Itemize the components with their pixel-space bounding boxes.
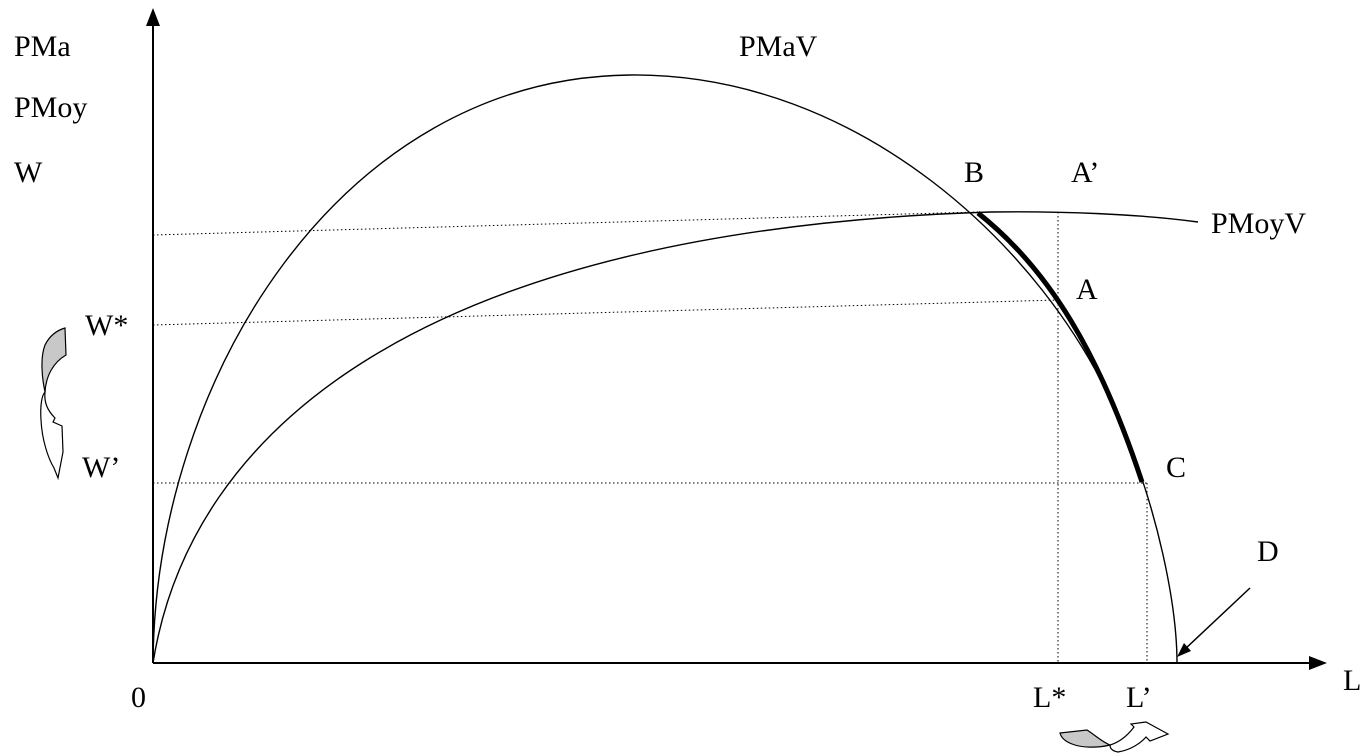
y-axis-arrowhead (146, 8, 160, 26)
y-axis-label-pma: PMa (14, 30, 71, 63)
labor-increase-arrow-white (1109, 721, 1170, 753)
x-axis-arrowhead (1309, 656, 1327, 670)
supply-segment-b-c (976, 211, 1145, 483)
y-axis-label-pmoy: PMoy (14, 91, 87, 124)
point-d-label: D (1257, 535, 1279, 568)
d-pointer-arrowhead (1177, 643, 1191, 657)
wage-decrease-arrow-white (40, 390, 64, 481)
l-prime-label: L’ (1126, 681, 1152, 714)
guide-line-pmoyv-max (152, 211, 979, 236)
pmoyv-curve (152, 211, 1199, 664)
d-pointer-arrow (1183, 587, 1251, 651)
point-c-label: C (1166, 451, 1186, 484)
w-prime-label: W’ (82, 451, 120, 484)
pmoyv-curve-label: PMoyV (1211, 207, 1306, 240)
origin-label: 0 (131, 681, 146, 714)
x-axis-label-l: L (1343, 664, 1361, 697)
w-star-label: W* (85, 309, 128, 342)
point-a-label: A (1076, 273, 1098, 306)
point-b-label: B (964, 156, 984, 189)
pmav-curve (152, 74, 1178, 664)
y-axis-label-w: W (14, 156, 43, 189)
wage-decrease-arrow-gray (41, 327, 67, 393)
point-a-prime-label: A’ (1071, 156, 1099, 189)
pmav-curve-label: PMaV (739, 30, 818, 63)
labor-increase-arrow-gray (1059, 729, 1113, 748)
guide-line-w-star (152, 299, 1059, 326)
l-star-label: L* (1033, 681, 1066, 714)
